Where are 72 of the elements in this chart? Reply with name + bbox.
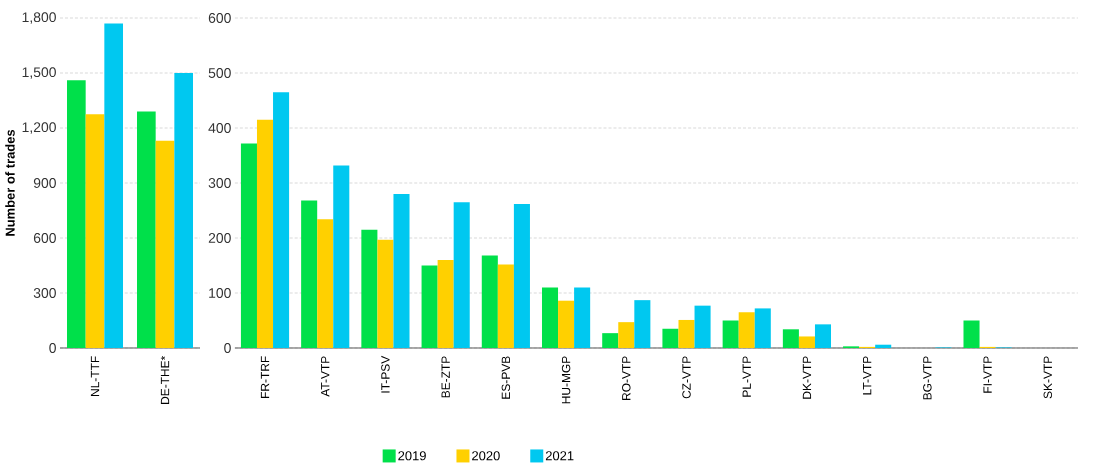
bar	[678, 320, 695, 349]
x-tick-label: RO-VTP	[622, 356, 631, 401]
bar	[634, 300, 651, 349]
bar	[558, 300, 575, 349]
y-tick-label: 0	[224, 343, 231, 354]
x-tick-label: PL-VTP	[742, 356, 751, 397]
bar	[602, 333, 619, 349]
x-tick-label: FI-VTP	[983, 356, 992, 393]
bar	[155, 140, 175, 349]
bar	[694, 305, 711, 349]
bar	[754, 308, 771, 349]
x-tick-label: BE-ZTP	[441, 356, 450, 398]
bar	[421, 265, 438, 349]
bar	[67, 80, 86, 349]
y-tick-label: 400	[208, 123, 231, 134]
bar	[273, 92, 290, 349]
bar	[574, 287, 591, 349]
x-tick-label: LT-VTP	[863, 356, 872, 395]
bar	[541, 287, 559, 349]
bar	[481, 255, 498, 349]
y-tick-label: 1,500	[22, 67, 56, 79]
bar	[453, 202, 470, 349]
bar	[497, 264, 514, 349]
legend-label: 2019	[398, 451, 426, 461]
x-tick-label: HU-MGP	[561, 356, 571, 404]
y-tick-label: 600	[33, 233, 56, 244]
bar	[782, 329, 799, 349]
bar	[333, 165, 350, 349]
bar	[875, 344, 892, 349]
bar	[393, 194, 410, 349]
bar	[301, 200, 318, 349]
bar	[662, 328, 679, 349]
y-axis-title: Number of trades	[5, 130, 15, 236]
x-tick-label: BG-VTP	[923, 356, 932, 400]
y-tick-label: 900	[33, 178, 56, 189]
x-tick-label: FR-TRF	[260, 356, 270, 399]
y-tick-label: 300	[208, 178, 231, 189]
bar	[361, 229, 378, 349]
x-tick-label: CZ-VTP	[682, 356, 691, 399]
bar	[85, 114, 105, 349]
y-tick-label: 1,200	[22, 122, 56, 134]
y-tick-label: 300	[33, 288, 56, 299]
legend-label: 2021	[545, 451, 574, 461]
bar	[174, 73, 194, 349]
bar	[240, 143, 257, 349]
bar	[618, 322, 635, 349]
y-tick-label: 100	[209, 288, 231, 299]
bar	[317, 219, 334, 349]
x-tick-label: ES-PVB	[501, 356, 511, 399]
legend-label: 2020	[472, 451, 500, 461]
x-tick-label: AT-VTP	[321, 356, 330, 397]
y-tick-label: 200	[208, 233, 231, 244]
y-tick-label: 1,800	[22, 12, 56, 24]
y-tick-label: 0	[49, 343, 56, 354]
bar	[963, 320, 980, 349]
y-tick-label: 600	[208, 13, 231, 24]
x-tick-label: DE-THE*	[160, 356, 170, 405]
bar	[738, 312, 755, 349]
bar	[104, 23, 124, 349]
bar	[137, 111, 156, 349]
bar	[377, 239, 394, 349]
x-tick-label: NL-TTF	[90, 356, 100, 397]
x-tick-label: DK-VTP	[802, 356, 812, 399]
x-tick-label: SK-VTP	[1043, 356, 1053, 399]
bar	[814, 324, 832, 349]
bar	[722, 320, 739, 349]
bar	[798, 336, 815, 349]
y-tick-label: 500	[208, 68, 231, 79]
bar	[256, 119, 274, 349]
bar	[437, 260, 454, 349]
x-tick-label: IT-PSV	[381, 355, 390, 393]
bar	[513, 204, 530, 349]
